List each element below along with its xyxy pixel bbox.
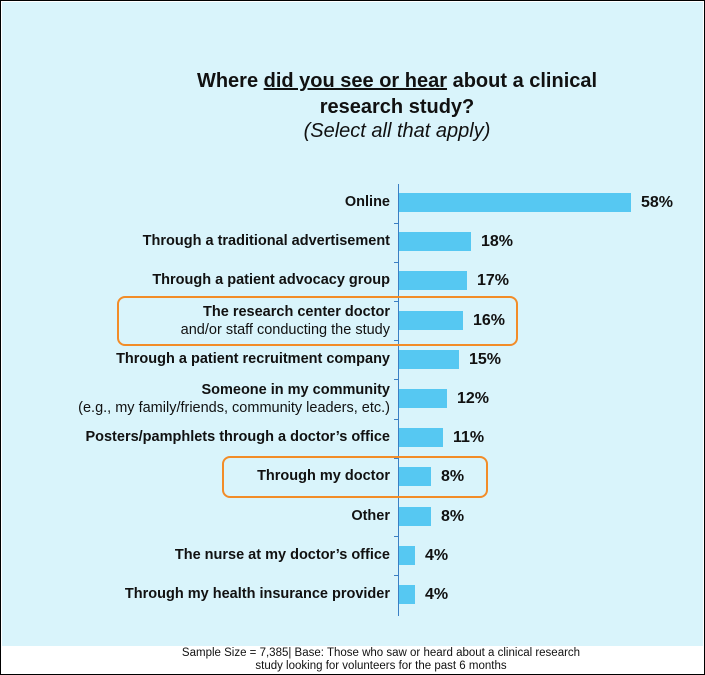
- footer-line2: study looking for volunteers for the pas…: [255, 660, 507, 672]
- footer-line1: Sample Size = 7,385| Base: Those who saw…: [181, 647, 581, 659]
- category-label-main: The nurse at my doctor’s office: [174, 546, 390, 563]
- bar: [399, 506, 431, 526]
- category-label-sub: and/or staff conducting the study: [180, 321, 390, 338]
- category-label-main: Online: [344, 194, 390, 210]
- category-label-main: Through my doctor: [257, 468, 390, 485]
- axis-tick: [394, 340, 399, 342]
- category-label-main: Through a patient advocacy group: [152, 272, 390, 289]
- axis-tick: [394, 222, 399, 224]
- highlight-box: [117, 295, 518, 346]
- category-label: Through my health insurance provider: [125, 585, 390, 603]
- y-axis: [398, 184, 399, 616]
- value-label: 8%: [441, 507, 465, 525]
- bar: [399, 271, 467, 291]
- category-label-main: Through a patient recruitment company: [116, 350, 390, 367]
- category-label-main: The research center doctor: [203, 303, 390, 320]
- category-label: Posters/pamphlets through a doctor’s off…: [85, 428, 390, 446]
- bar: [399, 193, 631, 212]
- axis-tick: [394, 261, 399, 263]
- highlight-box: [222, 456, 488, 499]
- category-label: Through a patient recruitment company: [116, 350, 390, 368]
- value-label: 11%: [453, 429, 485, 447]
- category-label-main: Posters/pamphlets through a doctor’s off…: [85, 429, 390, 446]
- category-label: Someone in my community (e.g., my family/…: [78, 381, 390, 417]
- chart-title-line2: research study?: [319, 96, 475, 118]
- axis-tick: [394, 536, 399, 538]
- category-label: Other: [351, 507, 390, 525]
- category-label-main: Other: [351, 507, 390, 524]
- value-label: 15%: [469, 350, 502, 368]
- value-label: 8%: [441, 468, 465, 486]
- axis-tick: [394, 575, 399, 577]
- category-label: The nurse at my doctor’s office: [175, 546, 390, 564]
- category-label: The research center doctor and/or staff c…: [181, 303, 390, 339]
- footer-note: Sample Size = 7,385| Base: Those who saw…: [1, 647, 704, 673]
- bar: [399, 467, 431, 487]
- category-label: Through a patient advocacy group: [152, 271, 390, 289]
- bar: [399, 389, 447, 408]
- category-label-main: Through my health insurance provider: [124, 586, 390, 602]
- bar: [399, 428, 443, 448]
- axis-tick: [394, 379, 399, 381]
- value-label: 58%: [641, 194, 674, 211]
- bar: [399, 349, 459, 369]
- bar: [399, 585, 415, 604]
- value-label: 4%: [425, 586, 449, 603]
- category-label-sub: (e.g., my family/friends, community lead…: [78, 400, 390, 416]
- category-label-main: Someone in my community: [201, 382, 390, 398]
- chart-subtitle: (Select all that apply): [303, 120, 491, 142]
- value-label: 17%: [477, 272, 510, 290]
- value-label: 4%: [425, 546, 449, 564]
- category-label: Through a traditional advertisement: [143, 232, 390, 250]
- value-label: 18%: [481, 233, 514, 251]
- bar: [399, 545, 415, 565]
- bar: [399, 232, 471, 252]
- axis-tick: [394, 301, 399, 302]
- value-label: 12%: [457, 390, 490, 407]
- category-label: Through my doctor: [257, 467, 390, 485]
- value-label: 16%: [473, 311, 506, 329]
- category-label-main: Through a traditional advertisement: [142, 233, 390, 250]
- bar: [399, 310, 463, 330]
- category-label: Online: [345, 193, 390, 211]
- chart-title-line1: Where did you see or hear about a clinic…: [196, 70, 598, 92]
- axis-tick: [394, 418, 399, 420]
- chart-panel: Where did you see or hear about a clinic…: [2, 2, 703, 646]
